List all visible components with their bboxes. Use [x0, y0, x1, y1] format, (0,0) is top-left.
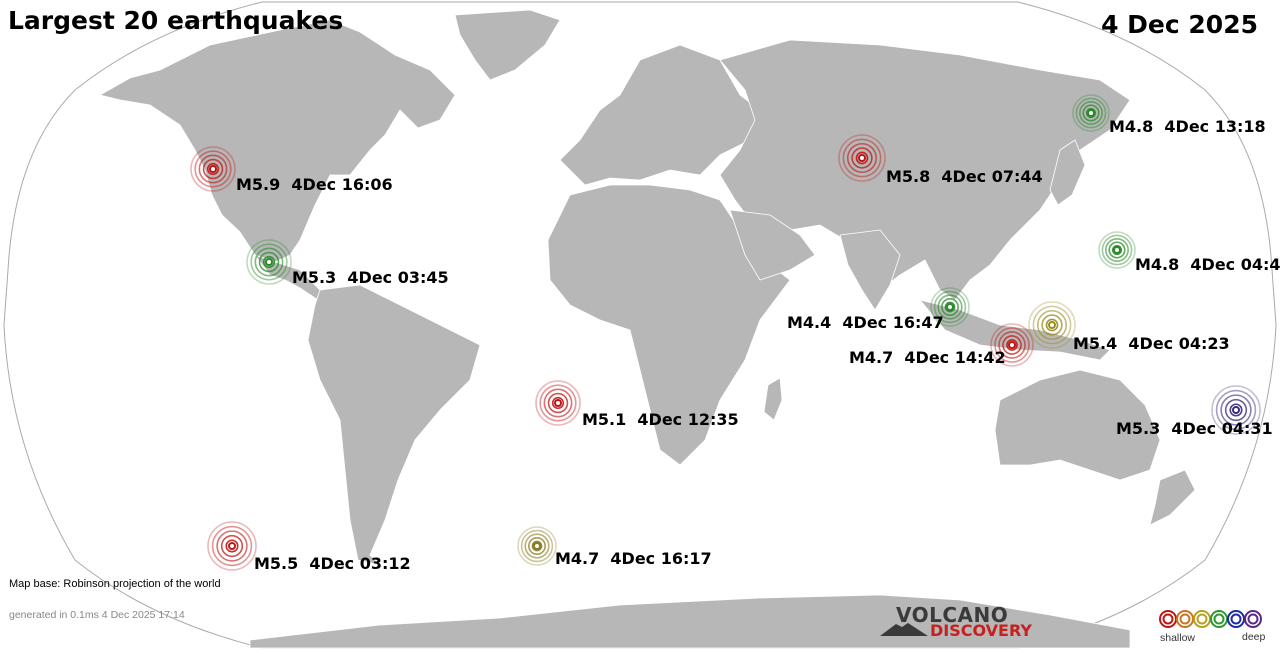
quake-mag: M5.3: [292, 268, 337, 287]
legend-ring: [1230, 613, 1242, 625]
quake-time: 4Dec 03:45: [347, 268, 449, 287]
legend-ring: [1210, 610, 1228, 628]
quake-marker[interactable]: [930, 287, 970, 327]
legend-ring: [1213, 613, 1225, 625]
quake-time: 4Dec 12:35: [637, 410, 739, 429]
land-arabia: [729, 209, 816, 281]
volcano-discovery-logo[interactable]: VOLCANO DISCOVERY: [880, 603, 1040, 643]
quake-label-9[interactable]: M5.1 4Dec 12:35: [582, 410, 739, 429]
quake-marker[interactable]: [1211, 385, 1261, 435]
quake-marker[interactable]: [1072, 94, 1110, 132]
legend-ring: [1196, 613, 1208, 625]
quake-marker[interactable]: [1098, 231, 1136, 269]
quake-markers: [190, 94, 1261, 571]
logo-line2: DISCOVERY: [930, 621, 1033, 640]
land-new-zealand: [1149, 469, 1196, 526]
land-south-america: [307, 284, 481, 566]
map-title: Largest 20 earthquakes: [8, 6, 344, 35]
land-north-america: [98, 19, 456, 263]
generated-note: generated in 0.1ms 4 Dec 2025 17:14: [9, 609, 185, 621]
quake-label-3[interactable]: M5.8 4Dec 07:44: [886, 167, 1043, 186]
legend-ring: [1176, 610, 1194, 628]
quake-label-7[interactable]: M4.7 4Dec 14:42: [849, 348, 1006, 367]
quake-time: 4Dec 04:31: [1171, 419, 1273, 438]
quake-mag: M5.3: [1116, 419, 1161, 438]
quake-time: 4Dec 04:42: [1190, 255, 1280, 274]
depth-legend-rings: [1159, 610, 1262, 628]
land-madagascar: [763, 377, 783, 421]
quake-time: 4Dec 07:44: [941, 167, 1043, 186]
land-masses: [98, 9, 1196, 649]
quake-mag: M4.4: [787, 313, 832, 332]
quake-mag: M4.7: [555, 549, 600, 568]
quake-time: 4Dec 03:12: [309, 554, 411, 573]
legend-ring: [1159, 610, 1177, 628]
land-africa: [547, 184, 791, 466]
logo-line1: VOLCANO: [896, 603, 1009, 627]
quake-marker[interactable]: [1028, 301, 1076, 349]
quake-label-8[interactable]: M5.4 4Dec 04:23: [1073, 334, 1230, 353]
quake-label-12[interactable]: M4.7 4Dec 16:17: [555, 549, 712, 568]
quake-marker[interactable]: [990, 323, 1034, 367]
legend-ring: [1162, 613, 1174, 625]
quake-marker[interactable]: [838, 134, 886, 182]
quake-time: 4Dec 04:23: [1128, 334, 1230, 353]
map-date: 4 Dec 2025: [1101, 10, 1258, 39]
legend-ring: [1247, 613, 1259, 625]
quake-marker[interactable]: [517, 526, 557, 566]
quake-label-2[interactable]: M5.3 4Dec 03:45: [292, 268, 449, 287]
quake-time: 4Dec 13:18: [1164, 117, 1266, 136]
map-base-note: Map base: Robinson projection of the wor…: [9, 578, 221, 590]
quake-label-6[interactable]: M4.4 4Dec 16:47: [787, 313, 944, 332]
quake-mag: M4.7: [849, 348, 894, 367]
quake-label-10[interactable]: M5.3 4Dec 04:31: [1116, 419, 1273, 438]
quake-label-11[interactable]: M5.5 4Dec 03:12: [254, 554, 411, 573]
quake-time: 4Dec 16:06: [291, 175, 393, 194]
quake-mag: M5.5: [254, 554, 299, 573]
legend-ring: [1227, 610, 1245, 628]
depth-legend: shallow deep: [1158, 608, 1278, 648]
land-indonesia: [918, 299, 1111, 361]
quake-mag: M5.9: [236, 175, 281, 194]
quake-time: 4Dec 16:17: [610, 549, 712, 568]
quake-mag: M4.8: [1135, 255, 1180, 274]
land-india: [839, 229, 901, 311]
legend-ring: [1244, 610, 1262, 628]
land-greenland: [454, 9, 561, 81]
quake-mag: M5.8: [886, 167, 931, 186]
quake-marker[interactable]: [535, 380, 581, 426]
quake-marker[interactable]: [207, 521, 257, 571]
quake-mag: M5.1: [582, 410, 627, 429]
land-australia: [994, 369, 1161, 481]
quake-label-5[interactable]: M4.8 4Dec 04:42: [1135, 255, 1280, 274]
legend-deep-label: deep: [1242, 631, 1266, 643]
quake-marker[interactable]: [246, 239, 292, 285]
quake-time: 4Dec 16:47: [842, 313, 944, 332]
legend-ring: [1193, 610, 1211, 628]
quake-time: 4Dec 14:42: [904, 348, 1006, 367]
quake-label-4[interactable]: M4.8 4Dec 13:18: [1109, 117, 1266, 136]
quake-mag: M5.4: [1073, 334, 1118, 353]
quake-mag: M4.8: [1109, 117, 1154, 136]
quake-marker[interactable]: [190, 146, 236, 192]
land-japan: [1049, 139, 1086, 206]
volcano-icon: [880, 623, 928, 636]
land-asia: [719, 39, 1131, 301]
legend-ring: [1179, 613, 1191, 625]
legend-shallow-label: shallow: [1160, 632, 1196, 644]
quake-label-1[interactable]: M5.9 4Dec 16:06: [236, 175, 393, 194]
